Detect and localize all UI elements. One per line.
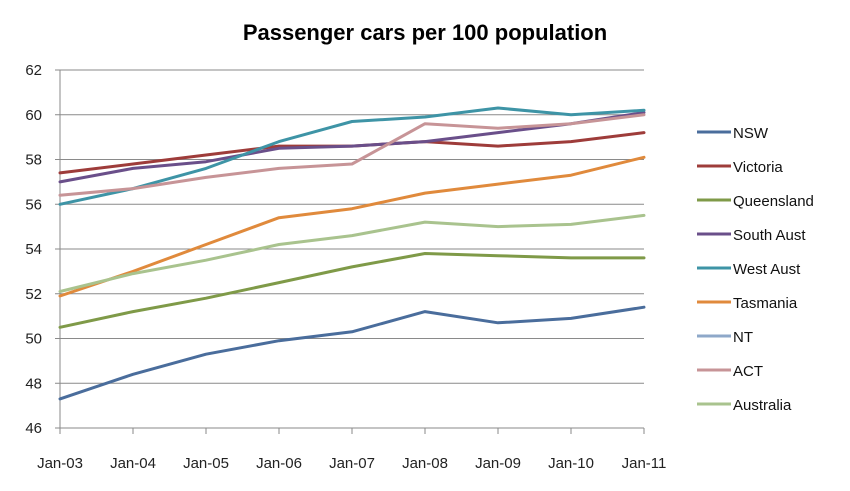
x-tick-label: Jan-10 (548, 455, 594, 472)
y-tick-label: 62 (25, 62, 42, 79)
legend-label: NT (733, 329, 753, 346)
legend-item-nsw: NSW (697, 125, 769, 142)
legend: NSW Victoria Queensland South Aust West Aust… (697, 125, 814, 414)
x-tick-label: Jan-06 (256, 455, 302, 472)
legend-label: South Aust (733, 227, 806, 244)
legend-label: Tasmania (733, 295, 798, 312)
gridlines (55, 69, 644, 429)
y-tick-label: 50 (25, 331, 42, 348)
series-lines (58, 106, 646, 401)
x-axis-tick-labels: Jan-03 Jan-04 Jan-05 Jan-06 Jan-07 Jan-08 Jan-… (37, 455, 666, 472)
x-tick-label: Jan-04 (110, 455, 156, 472)
y-tick-label: 58 (25, 152, 42, 169)
legend-item-west-aust: West Aust (697, 261, 801, 278)
legend-item-australia: Australia (697, 397, 792, 414)
x-tick-label: Jan-11 (622, 455, 667, 472)
legend-label: Australia (733, 397, 792, 414)
legend-item-victoria: Victoria (697, 159, 783, 176)
x-tick-label: Jan-05 (183, 455, 229, 472)
legend-label: West Aust (733, 261, 801, 278)
x-tick-label: Jan-08 (402, 455, 448, 472)
x-tick-label: Jan-03 (37, 455, 83, 472)
x-tick-label: Jan-09 (475, 455, 521, 472)
y-tick-label: 46 (25, 420, 42, 437)
series-line-australia (58, 213, 646, 293)
series-line-act (58, 113, 646, 197)
x-tick-label: Jan-07 (329, 455, 375, 472)
legend-item-tasmania: Tasmania (697, 295, 798, 312)
legend-item-nt: NT (697, 329, 753, 346)
legend-label: ACT (733, 363, 763, 380)
legend-item-act: ACT (697, 363, 763, 380)
y-tick-label: 48 (25, 375, 42, 392)
series-line-west-aust (58, 106, 646, 206)
chart-title: Passenger cars per 100 population (243, 20, 607, 45)
y-axis-tick-labels: 46 48 50 52 54 56 58 60 62 (25, 62, 42, 437)
series-line-nsw (58, 305, 646, 401)
legend-label: Queensland (733, 193, 814, 210)
legend-item-south-aust: South Aust (697, 227, 806, 244)
y-tick-label: 56 (25, 196, 42, 213)
legend-label: NSW (733, 125, 769, 142)
legend-label: Victoria (733, 159, 783, 176)
axes (59, 70, 645, 434)
legend-item-queensland: Queensland (697, 193, 814, 210)
y-tick-label: 54 (25, 241, 42, 258)
series-line-tasmania (58, 155, 646, 298)
series-line-queensland (58, 252, 646, 329)
y-tick-label: 60 (25, 107, 42, 124)
y-tick-label: 52 (25, 286, 42, 303)
